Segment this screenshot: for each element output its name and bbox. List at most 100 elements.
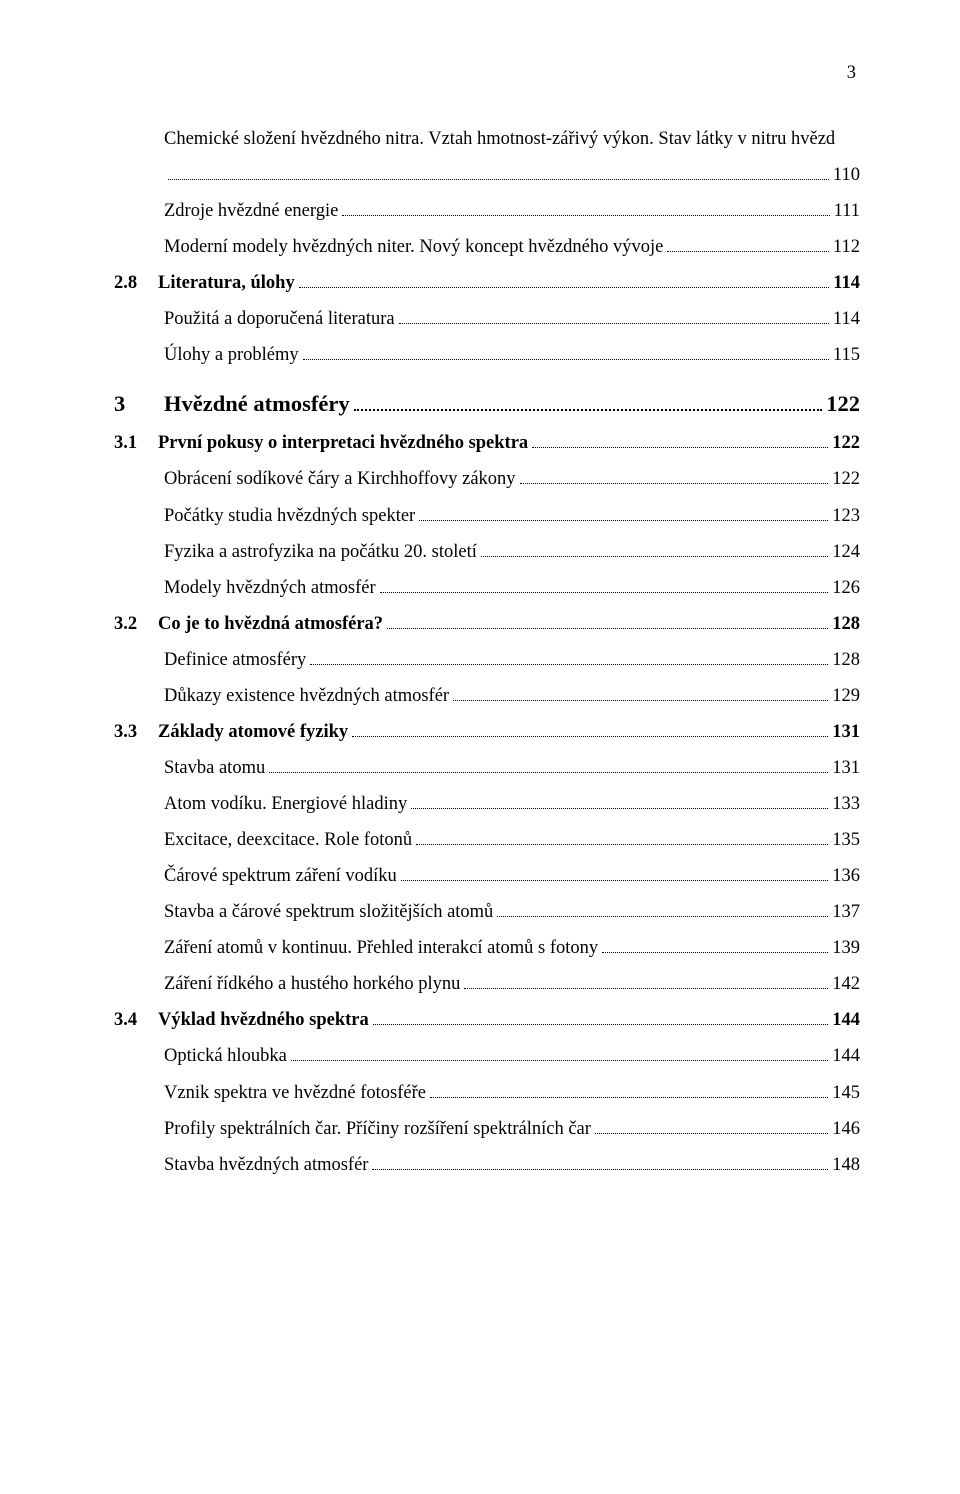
- toc-page-number: 129: [832, 678, 860, 714]
- toc-entry: Čárové spektrum záření vodíku 136: [114, 858, 860, 894]
- toc-title: Profily spektrálních čar. Příčiny rozšíř…: [164, 1111, 591, 1147]
- toc-page-number: 139: [832, 930, 860, 966]
- toc-entry-line1: Chemické složení hvězdného nitra. Vztah …: [114, 121, 860, 157]
- toc-title: Záření řídkého a hustého horkého plynu: [164, 966, 460, 1002]
- toc-leader-dots: [354, 396, 823, 411]
- toc-entry: Optická hloubka 144: [114, 1038, 860, 1074]
- toc-entry: Zdroje hvězdné energie111: [114, 193, 860, 229]
- toc-title: Úlohy a problémy: [164, 337, 299, 373]
- toc-entry: Fyzika a astrofyzika na počátku 20. stol…: [114, 534, 860, 570]
- toc-entry-line2: 110: [114, 157, 860, 193]
- toc-page-number: 148: [832, 1147, 860, 1183]
- toc-entry: Použitá a doporučená literatura114: [114, 301, 860, 337]
- toc-title: Čárové spektrum záření vodíku: [164, 858, 397, 894]
- toc-page-number: 110: [833, 157, 860, 193]
- toc-title: Záření atomů v kontinuu. Přehled interak…: [164, 930, 598, 966]
- toc-entry: Stavba a čárové spektrum složitějších at…: [114, 894, 860, 930]
- toc-leader-dots: [401, 869, 829, 881]
- toc-page-number: 124: [832, 534, 860, 570]
- toc-page-number: 136: [832, 858, 860, 894]
- toc-title: Excitace, deexcitace. Role fotonů: [164, 822, 412, 858]
- toc-page-number: 122: [832, 461, 860, 497]
- toc-leader-dots: [399, 312, 829, 324]
- toc-page-number: 115: [833, 337, 860, 373]
- toc-section-number: 2.8: [114, 265, 158, 301]
- toc-title: Zdroje hvězdné energie: [164, 193, 338, 229]
- toc-title: Hvězdné atmosféry: [164, 382, 350, 426]
- toc-title: Obrácení sodíkové čáry a Kirchhoffovy zá…: [164, 461, 516, 497]
- toc-entry: Důkazy existence hvězdných atmosfér 129: [114, 678, 860, 714]
- toc-page-number: 133: [832, 786, 860, 822]
- toc-page-number: 145: [832, 1075, 860, 1111]
- toc-entry: Excitace, deexcitace. Role fotonů135: [114, 822, 860, 858]
- toc-page-number: 137: [832, 894, 860, 930]
- toc-entry: 3.2Co je to hvězdná atmosféra?128: [114, 606, 860, 642]
- toc-leader-dots: [464, 977, 828, 989]
- toc-section-number: 3.3: [114, 714, 158, 750]
- toc-title: Stavba hvězdných atmosfér: [164, 1147, 368, 1183]
- toc-leader-dots: [532, 436, 828, 448]
- toc-entry: 3.4Výklad hvězdného spektra144: [114, 1002, 860, 1038]
- toc-page-number: 114: [833, 301, 860, 337]
- toc-entry: 3Hvězdné atmosféry 122: [114, 382, 860, 426]
- toc-page-number: 122: [826, 382, 860, 426]
- toc-page-number: 144: [832, 1038, 860, 1074]
- toc-entry: 3.3Základy atomové fyziky 131: [114, 714, 860, 750]
- toc-title: Výklad hvězdného spektra: [158, 1002, 369, 1038]
- toc-entry: Definice atmosféry128: [114, 642, 860, 678]
- toc-entry: 3.1První pokusy o interpretaci hvězdného…: [114, 425, 860, 461]
- toc-leader-dots: [380, 581, 829, 593]
- toc-page-number: 114: [833, 265, 860, 301]
- page-number: 3: [114, 55, 860, 91]
- toc-entry: Moderní modely hvězdných niter. Nový kon…: [114, 229, 860, 265]
- toc-entry: 2.8Literatura, úlohy 114: [114, 265, 860, 301]
- toc-title: První pokusy o interpretaci hvězdného sp…: [158, 425, 528, 461]
- toc-leader-dots: [453, 689, 828, 701]
- toc-leader-dots: [310, 653, 828, 665]
- toc-leader-dots: [303, 348, 829, 360]
- toc-title: Moderní modely hvězdných niter. Nový kon…: [164, 229, 663, 265]
- toc-page-number: 128: [832, 606, 860, 642]
- toc-entry: Atom vodíku. Energiové hladiny133: [114, 786, 860, 822]
- toc-title: Literatura, úlohy: [158, 265, 295, 301]
- toc-page-number: 126: [832, 570, 860, 606]
- toc-leader-dots: [342, 204, 829, 216]
- toc-leader-dots: [430, 1085, 828, 1097]
- toc-title: Vznik spektra ve hvězdné fotosféře: [164, 1075, 426, 1111]
- toc-page-number: 123: [832, 498, 860, 534]
- toc-leader-dots: [373, 1013, 829, 1025]
- toc-leader-dots: [387, 617, 828, 629]
- toc-leader-dots: [520, 472, 829, 484]
- table-of-contents: Chemické složení hvězdného nitra. Vztah …: [114, 121, 860, 1183]
- toc-entry: Počátky studia hvězdných spekter123: [114, 498, 860, 534]
- toc-title: Optická hloubka: [164, 1038, 287, 1074]
- toc-page-number: 128: [832, 642, 860, 678]
- toc-entry: Stavba atomu131: [114, 750, 860, 786]
- toc-title: Stavba atomu: [164, 750, 265, 786]
- toc-leader-dots: [602, 941, 828, 953]
- toc-leader-dots: [667, 240, 829, 252]
- toc-title: Co je to hvězdná atmosféra?: [158, 606, 383, 642]
- toc-title: Základy atomové fyziky: [158, 714, 348, 750]
- toc-page-number: 112: [833, 229, 860, 265]
- toc-entry: Modely hvězdných atmosfér 126: [114, 570, 860, 606]
- toc-title: Modely hvězdných atmosfér: [164, 570, 376, 606]
- toc-title: Důkazy existence hvězdných atmosfér: [164, 678, 449, 714]
- toc-leader-dots: [416, 833, 828, 845]
- toc-leader-dots: [411, 797, 828, 809]
- toc-page-number: 122: [832, 425, 860, 461]
- toc-leader-dots: [299, 276, 830, 288]
- toc-entry: Profily spektrálních čar. Příčiny rozšíř…: [114, 1111, 860, 1147]
- toc-leader-dots: [168, 168, 829, 180]
- toc-title: Stavba a čárové spektrum složitějších at…: [164, 894, 493, 930]
- toc-entry: Obrácení sodíkové čáry a Kirchhoffovy zá…: [114, 461, 860, 497]
- toc-entry: Stavba hvězdných atmosfér 148: [114, 1147, 860, 1183]
- toc-section-number: 3: [114, 382, 164, 426]
- toc-page-number: 131: [832, 714, 860, 750]
- toc-section-number: 3.1: [114, 425, 158, 461]
- toc-leader-dots: [419, 508, 828, 520]
- toc-page-number: 144: [832, 1002, 860, 1038]
- toc-leader-dots: [269, 761, 828, 773]
- toc-leader-dots: [291, 1049, 828, 1061]
- toc-leader-dots: [481, 545, 828, 557]
